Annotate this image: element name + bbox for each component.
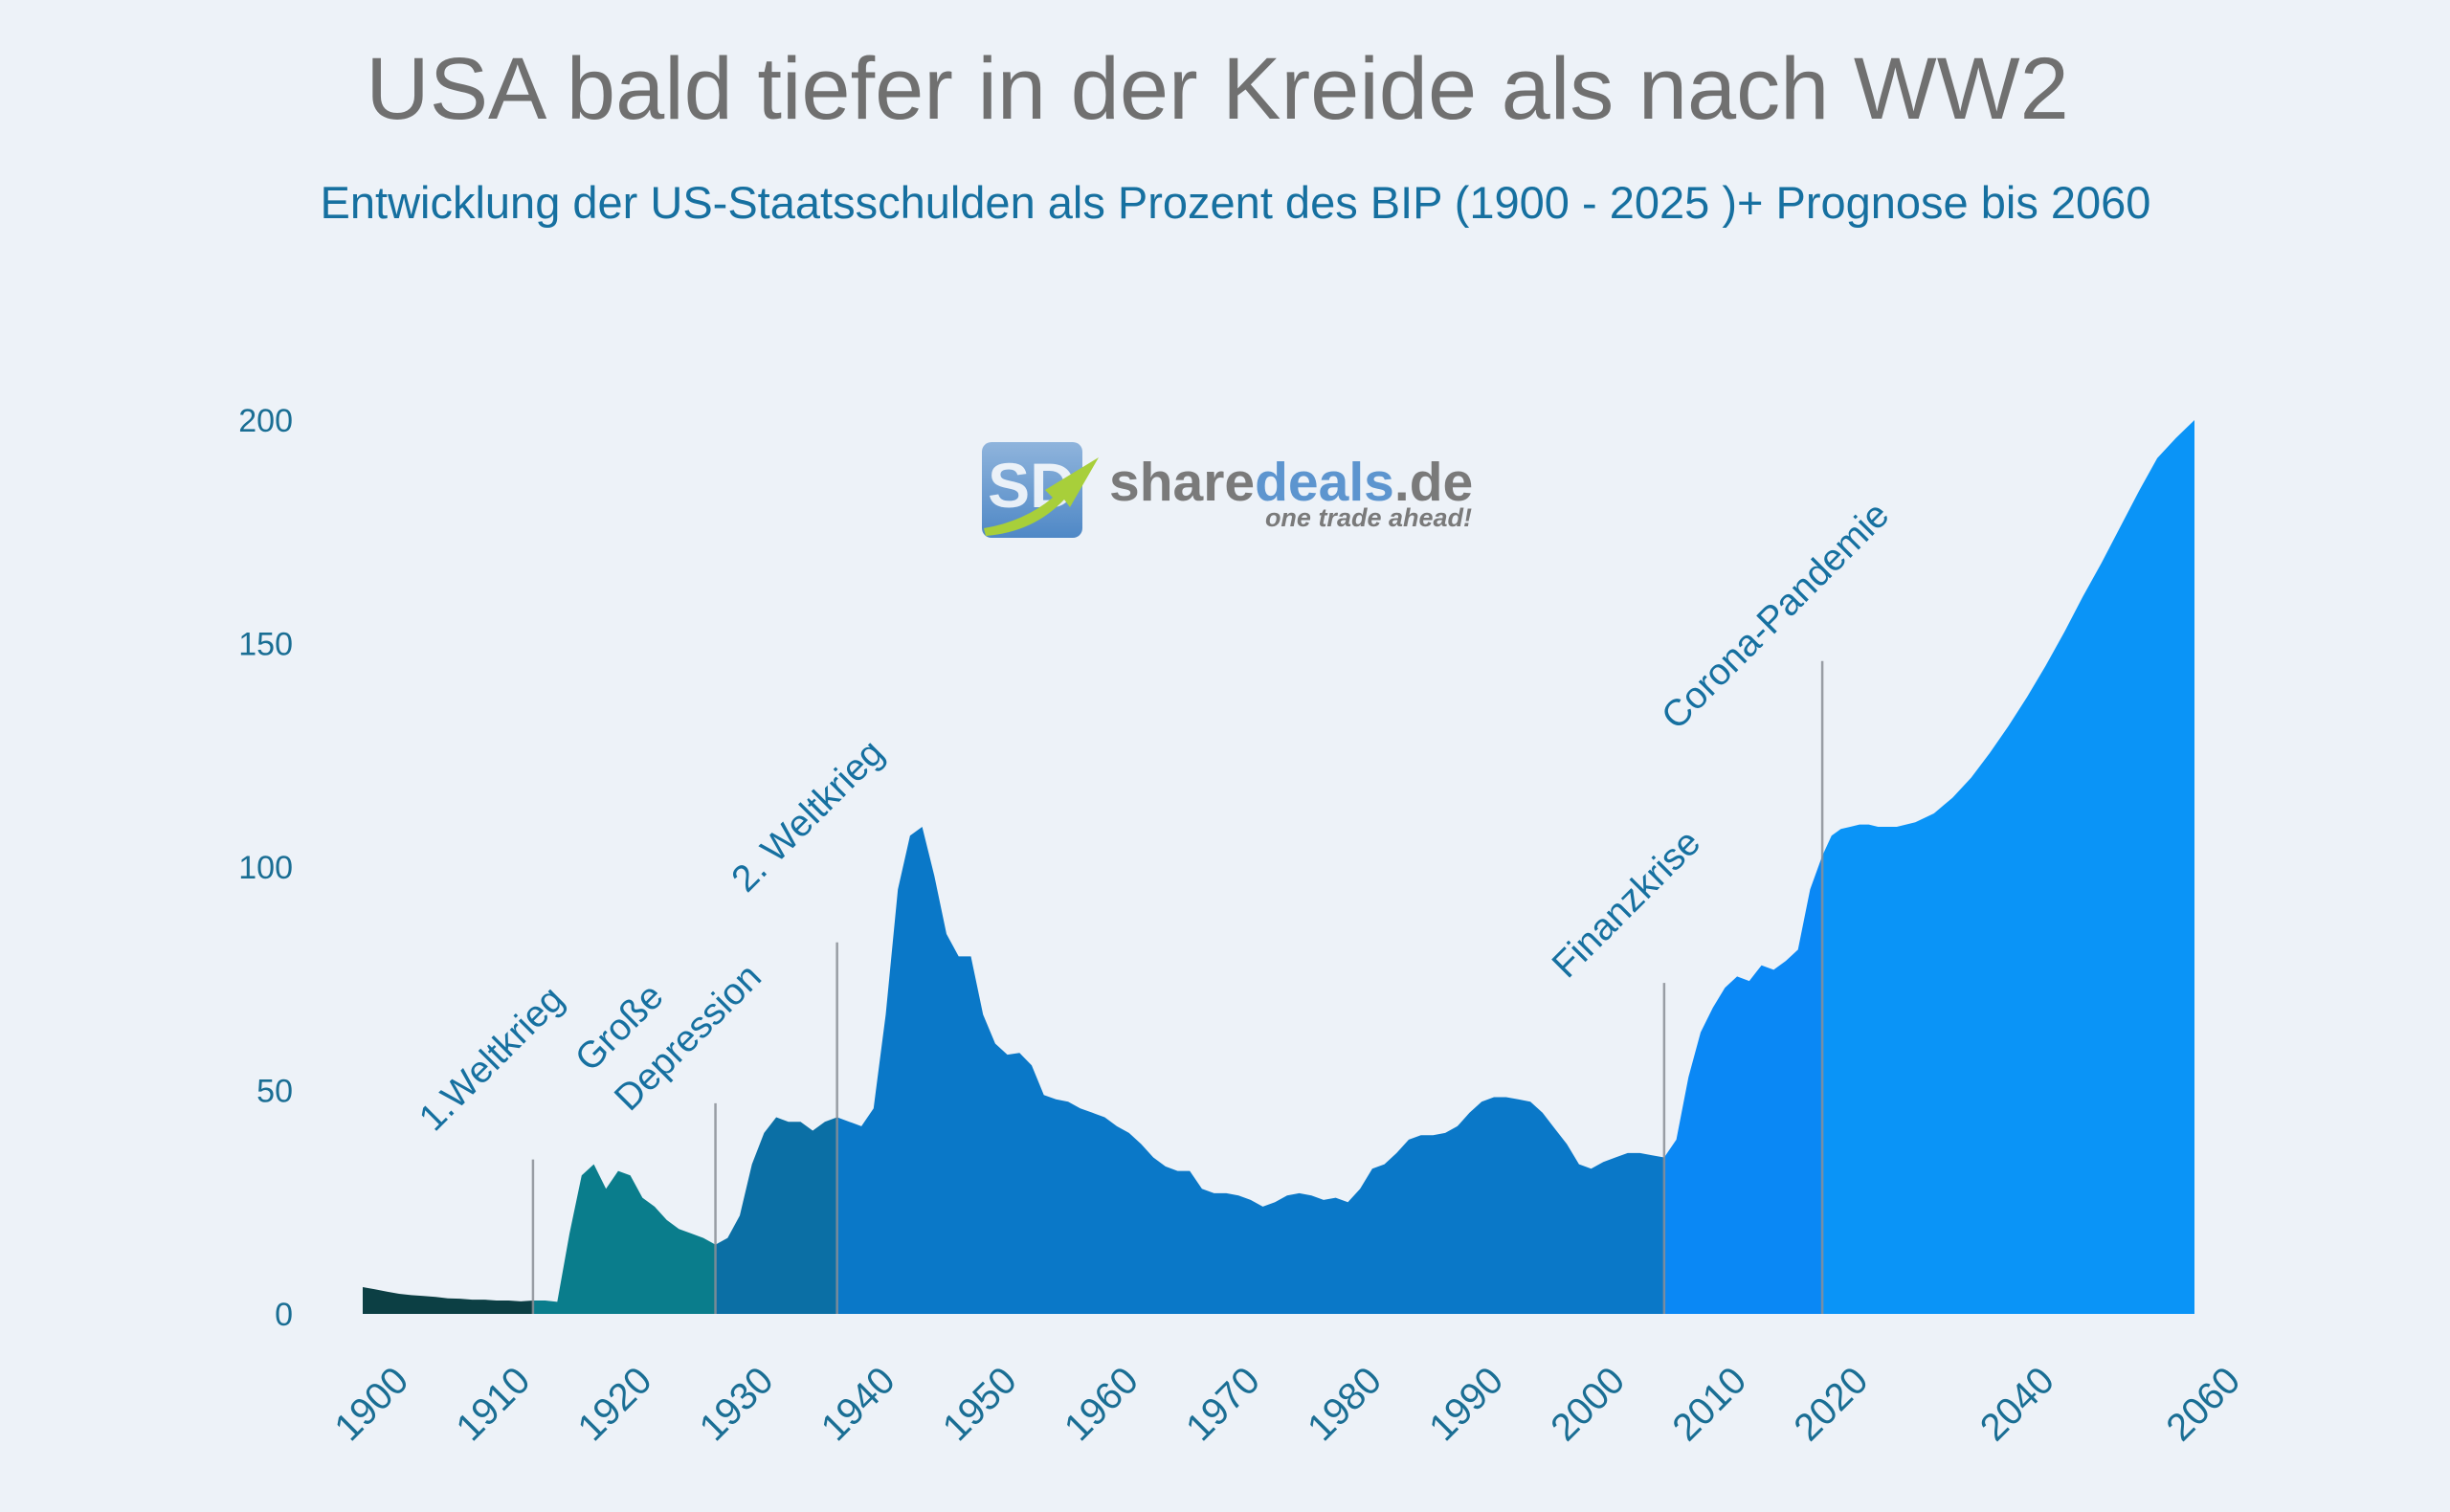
brand: sharedeals.de [1109, 452, 1473, 513]
brand-part: share [1109, 452, 1255, 513]
x-tick-label: 1900 [326, 1359, 416, 1449]
brand-part: deals [1255, 452, 1394, 513]
area [363, 420, 2194, 1314]
annotation-text: 1.Weltkrieg [412, 978, 572, 1139]
x-tick-label: 1940 [813, 1359, 903, 1449]
chart-title: USA bald tiefer in der Kreide als nach W… [366, 40, 2069, 138]
x-tick-label: 1910 [448, 1359, 538, 1449]
y-tick-label: 150 [238, 627, 293, 663]
slogan: one trade ahead! [1265, 503, 1472, 532]
x-tick-label: 1990 [1421, 1359, 1511, 1449]
x-tick-label: 2000 [1543, 1359, 1633, 1449]
chart-subtitle: Entwicklung der US-Staatsschulden als Pr… [321, 177, 2151, 228]
annotation-label: 2. Weltkrieg [724, 732, 893, 901]
y-tick-label: 50 [256, 1074, 293, 1110]
x-tick-label: 2020 [1786, 1359, 1876, 1449]
x-tick-label: 2010 [1664, 1359, 1754, 1449]
x-tick-label: 1960 [1057, 1359, 1147, 1449]
y-tick-label: 100 [238, 850, 293, 886]
logo-box [982, 442, 1082, 538]
x-tick-label: 1980 [1300, 1359, 1390, 1449]
y-tick-label: 200 [238, 403, 293, 439]
annotation-text: Finanzkrise [1545, 822, 1708, 986]
brand-part: .de [1394, 452, 1473, 513]
x-tick-label: 2040 [1972, 1359, 2062, 1449]
annotation-label: 1.Weltkrieg [412, 978, 572, 1139]
y-tick-label: 0 [275, 1297, 293, 1333]
annotation-text: Corona-Pandemie [1654, 494, 1897, 737]
x-tick-label: 1920 [570, 1359, 660, 1449]
logo-arrow [984, 457, 1099, 536]
watermark: SD sharedeals.de one trade ahead! [982, 442, 1473, 538]
x-tick-label: 1950 [935, 1359, 1025, 1449]
x-tick-label: 1970 [1178, 1359, 1268, 1449]
annotation-label: Finanzkrise [1545, 822, 1708, 986]
x-tick-label: 2060 [2158, 1359, 2248, 1449]
annotation-text: 2. Weltkrieg [724, 732, 893, 901]
annotation-label: Corona-Pandemie [1654, 494, 1897, 737]
x-tick-label: 1930 [692, 1359, 782, 1449]
